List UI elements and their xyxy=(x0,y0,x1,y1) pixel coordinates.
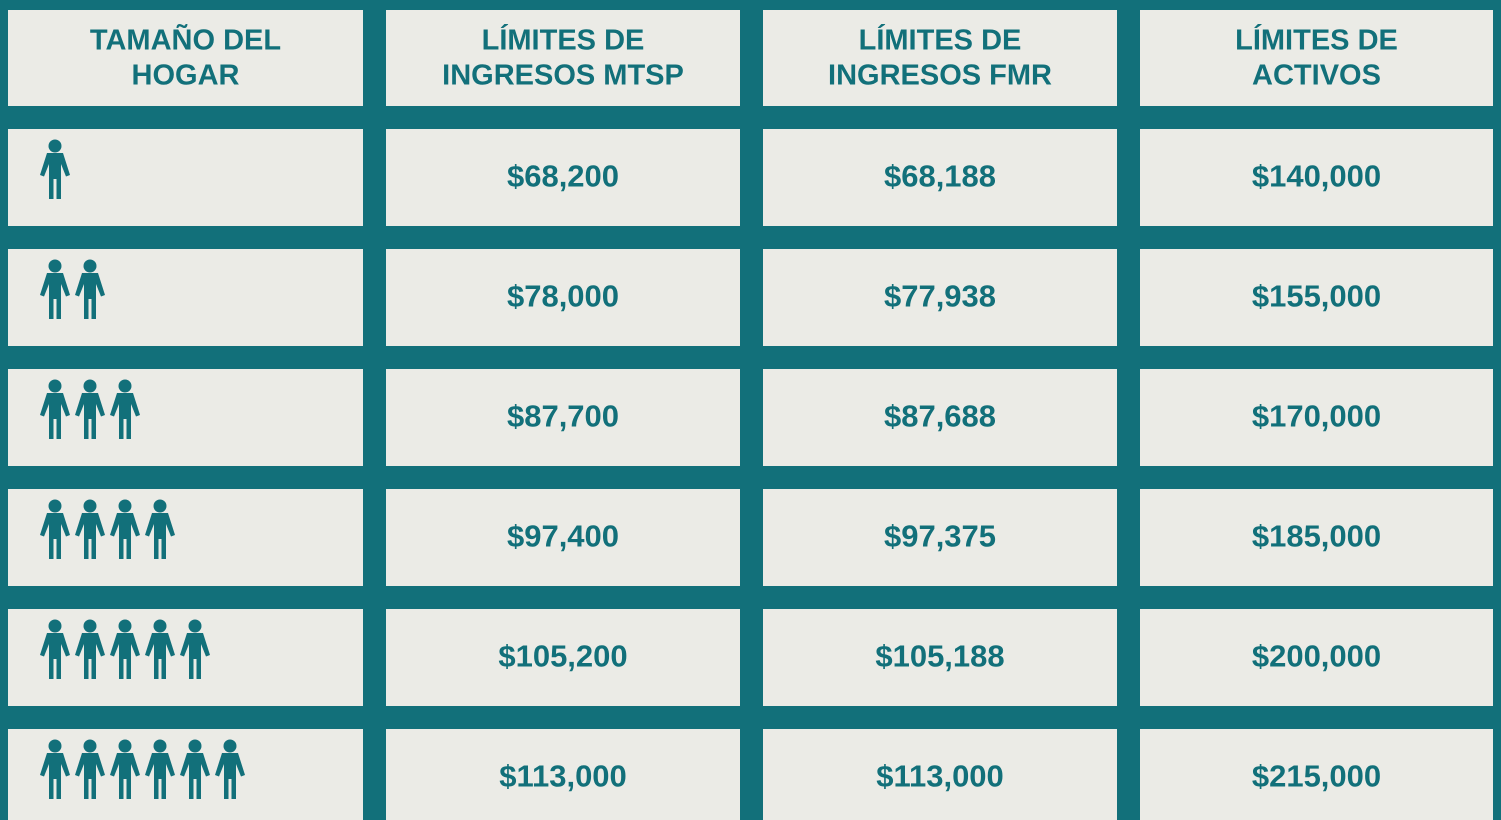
cell xyxy=(763,489,1117,586)
household-icons xyxy=(40,139,70,199)
header-label: LÍMITES DE xyxy=(859,23,1022,57)
cell-value: $97,375 xyxy=(884,519,996,554)
header-cell xyxy=(1140,10,1493,106)
cell xyxy=(1140,249,1493,346)
person-head xyxy=(48,259,62,273)
cell xyxy=(386,249,740,346)
cell xyxy=(1140,369,1493,466)
household-icons xyxy=(40,499,175,559)
cell-value: $87,700 xyxy=(507,399,619,434)
cell xyxy=(763,369,1117,466)
cell-value: $155,000 xyxy=(1252,279,1381,314)
cell xyxy=(8,129,363,226)
header-cell xyxy=(8,10,363,106)
cell xyxy=(1140,489,1493,586)
cell xyxy=(1140,729,1493,820)
household-icons xyxy=(40,379,140,439)
household-icons xyxy=(40,259,105,319)
person-head xyxy=(118,619,132,633)
person-head xyxy=(118,499,132,513)
person-head xyxy=(153,739,167,753)
cell xyxy=(386,129,740,226)
cell-value: $97,400 xyxy=(507,519,619,554)
header-label: INGRESOS MTSP xyxy=(442,60,684,92)
cell-value: $77,938 xyxy=(884,279,996,314)
cell xyxy=(386,489,740,586)
person-head xyxy=(188,619,202,633)
cell-value: $185,000 xyxy=(1252,519,1381,554)
cell xyxy=(763,249,1117,346)
cell xyxy=(8,249,363,346)
person-head xyxy=(83,499,97,513)
household-icons xyxy=(40,739,245,799)
person-head xyxy=(83,379,97,393)
cell-value: $105,200 xyxy=(498,639,627,674)
cell xyxy=(386,729,740,820)
cell xyxy=(8,369,363,466)
cell xyxy=(386,369,740,466)
cell-value: $68,188 xyxy=(884,159,996,194)
cell xyxy=(8,489,363,586)
person-head xyxy=(48,139,62,153)
person-head xyxy=(188,739,202,753)
person-head xyxy=(48,379,62,393)
cell-value: $113,000 xyxy=(499,759,627,794)
cell xyxy=(8,729,363,820)
household-icons xyxy=(40,619,210,679)
cell xyxy=(763,129,1117,226)
cell xyxy=(763,729,1117,820)
cell xyxy=(1140,129,1493,226)
cell-value: $105,188 xyxy=(875,639,1004,674)
cell-value: $215,000 xyxy=(1252,759,1381,794)
header-label: HOGAR xyxy=(132,60,240,92)
person-head xyxy=(48,499,62,513)
person-head xyxy=(48,739,62,753)
cell-value: $87,688 xyxy=(884,399,996,434)
header-label: ACTIVOS xyxy=(1252,60,1381,92)
cell-value: $140,000 xyxy=(1252,159,1381,194)
cell xyxy=(386,609,740,706)
header-label: INGRESOS FMR xyxy=(828,60,1052,92)
header-cell xyxy=(763,10,1117,106)
cell-value: $113,000 xyxy=(876,759,1004,794)
header-label: TAMAÑO DEL xyxy=(90,23,281,57)
cell xyxy=(763,609,1117,706)
person-head xyxy=(223,739,237,753)
header-label: LÍMITES DE xyxy=(482,23,645,57)
person-head xyxy=(83,259,97,273)
cell-value: $170,000 xyxy=(1252,399,1381,434)
cell-value: $200,000 xyxy=(1252,639,1381,674)
cell-value: $78,000 xyxy=(507,279,619,314)
person-head xyxy=(118,739,132,753)
cell-value: $68,200 xyxy=(507,159,619,194)
header-cell xyxy=(386,10,740,106)
person-head xyxy=(83,739,97,753)
cell xyxy=(1140,609,1493,706)
person-head xyxy=(153,619,167,633)
person-head xyxy=(153,499,167,513)
person-head xyxy=(48,619,62,633)
header-label: LÍMITES DE xyxy=(1235,23,1398,57)
person-head xyxy=(118,379,132,393)
cell xyxy=(8,609,363,706)
person-head xyxy=(83,619,97,633)
